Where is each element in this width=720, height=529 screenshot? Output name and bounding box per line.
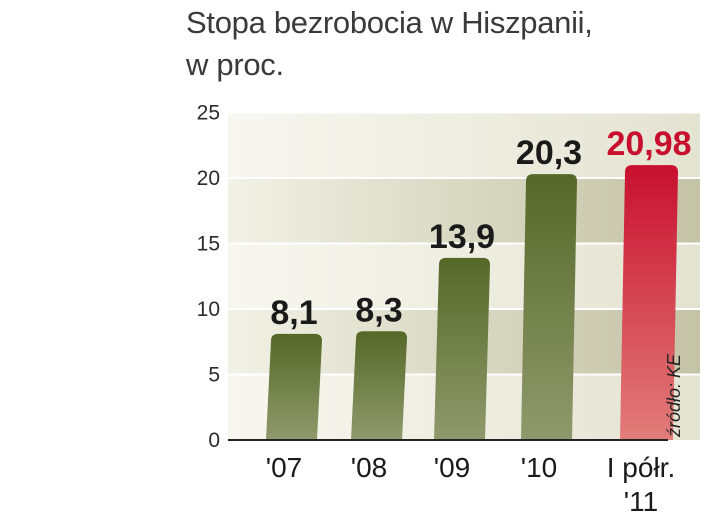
bar-value-label: 20,3 — [516, 134, 582, 172]
bar-value-label: 20,98 — [606, 125, 691, 163]
y-tick-label: 0 — [208, 429, 220, 452]
source-note: źródło: KE — [664, 353, 684, 438]
x-tick-label: '09 — [434, 452, 471, 483]
chart-title-line-2: w proc. — [186, 47, 284, 82]
x-axis: '07 '08 '09 '10 I półr.'11 — [228, 439, 675, 517]
bar — [521, 174, 577, 440]
plot-band — [228, 178, 700, 244]
chart-title: Stopa bezrobocia w Hiszpanii, w proc. — [186, 2, 686, 86]
bar-value-label: 8,1 — [270, 294, 317, 332]
x-tick-label: '11 — [624, 486, 658, 517]
bar-highlight — [620, 165, 678, 441]
y-tick-label: 25 — [197, 102, 220, 125]
y-tick-label: 10 — [197, 298, 220, 321]
bars: 8,1 8,3 13,9 20,3 20,98 — [266, 125, 692, 441]
x-tick-label: '10 — [521, 452, 558, 483]
plot-band — [228, 112, 700, 178]
bar-value-label: 13,9 — [429, 218, 495, 256]
bar-value-label: 8,3 — [355, 291, 402, 329]
y-axis: 0 5 10 15 20 25 — [197, 102, 220, 453]
x-tick-label: '08 — [351, 452, 388, 483]
y-tick-label: 15 — [197, 233, 220, 256]
bar — [351, 331, 407, 440]
y-tick-label: 20 — [197, 167, 220, 190]
x-tick-label: '07 — [266, 452, 303, 483]
bar — [434, 257, 490, 440]
bar — [266, 333, 322, 440]
chart-title-line-1: Stopa bezrobocia w Hiszpanii, — [186, 5, 593, 40]
x-tick-label: I półr. — [607, 452, 675, 483]
y-tick-label: 5 — [208, 364, 220, 387]
